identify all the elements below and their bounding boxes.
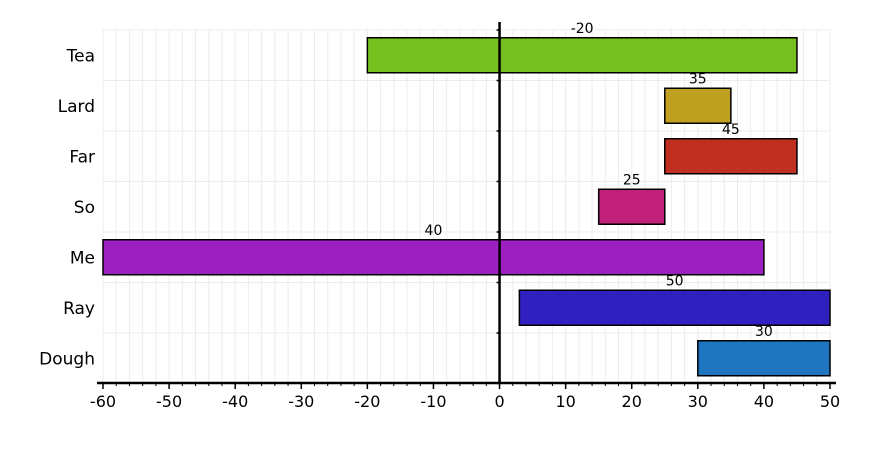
axes xyxy=(97,22,836,389)
bar-far xyxy=(664,138,798,175)
category-labels: Tea Lard Far So Me Ray Dough xyxy=(39,46,95,369)
data-label-lard: 35 xyxy=(689,71,707,87)
category-label-lard: Lard xyxy=(58,97,95,117)
x-tick-label: 10 xyxy=(555,392,575,411)
bar-tea xyxy=(366,37,798,74)
data-label-far: 45 xyxy=(722,122,740,138)
x-tick-label: -50 xyxy=(156,392,182,411)
data-label-tea: -20 xyxy=(571,21,594,37)
category-label-me: Me xyxy=(70,248,95,268)
x-tick-label: -30 xyxy=(288,392,314,411)
grid xyxy=(102,29,831,384)
bar-lard xyxy=(664,87,732,124)
data-label-dough: 30 xyxy=(755,324,773,340)
x-tick-label: 50 xyxy=(820,392,840,411)
bars xyxy=(102,37,831,377)
category-label-dough: Dough xyxy=(39,349,95,369)
x-tick-label: 30 xyxy=(688,392,708,411)
bar-dough xyxy=(697,340,831,377)
x-tick-label: 0 xyxy=(494,392,504,411)
data-labels: -20 35 45 25 40 50 30 xyxy=(425,21,773,340)
data-label-me: 40 xyxy=(425,223,443,239)
x-tick-label: -60 xyxy=(90,392,116,411)
category-label-tea: Tea xyxy=(66,46,95,66)
data-label-ray: 50 xyxy=(666,273,684,289)
bar-so xyxy=(597,188,666,225)
tick-labels: -60 -50 -40 -30 -20 -10 0 10 20 30 40 50 xyxy=(90,392,840,411)
x-tick-label: -10 xyxy=(420,392,446,411)
x-tick-label: 20 xyxy=(622,392,642,411)
x-tick-label: -40 xyxy=(222,392,248,411)
x-tick-label: -20 xyxy=(354,392,380,411)
category-label-far: Far xyxy=(69,147,95,167)
category-label-so: So xyxy=(74,198,95,218)
bar-ray xyxy=(518,289,831,326)
bar-me xyxy=(102,239,765,276)
category-label-ray: Ray xyxy=(63,299,95,319)
x-tick-label: 40 xyxy=(754,392,774,411)
data-label-so: 25 xyxy=(623,172,641,188)
